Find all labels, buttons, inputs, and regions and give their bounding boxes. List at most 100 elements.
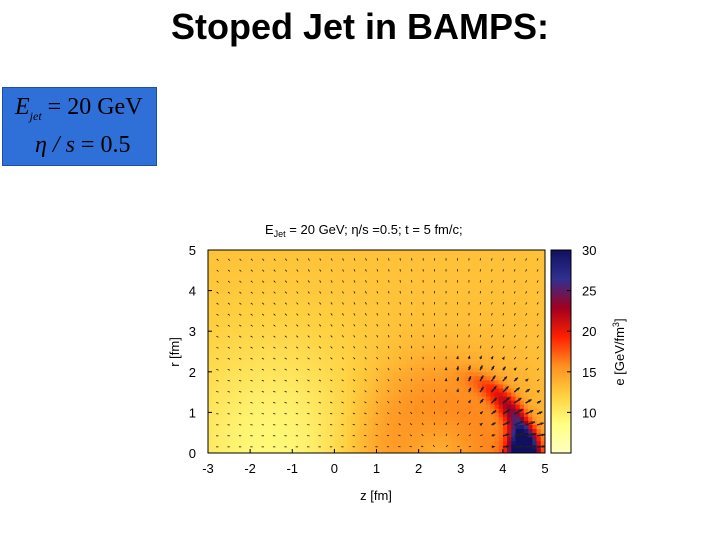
heatmap-cell xyxy=(431,383,436,389)
heatmap-cell xyxy=(372,420,377,425)
heatmap-cell xyxy=(469,294,474,300)
heatmap-cell xyxy=(363,250,369,255)
heatmap-cell xyxy=(477,298,483,304)
heatmap-cell xyxy=(347,310,352,316)
heatmap-cell xyxy=(507,383,512,389)
heatmap-cell xyxy=(233,266,238,271)
heatmap-cell xyxy=(224,424,230,430)
heatmap-cell xyxy=(502,327,508,332)
heatmap-cell xyxy=(511,420,516,425)
heatmap-cell xyxy=(245,396,251,401)
heatmap-cell xyxy=(405,412,411,417)
velocity-arrow xyxy=(307,390,310,393)
heatmap-cell xyxy=(313,302,318,308)
heatmap-cell xyxy=(427,392,432,397)
velocity-arrow xyxy=(409,446,412,448)
heatmap-cell xyxy=(220,258,226,263)
heatmap-cell xyxy=(443,270,449,275)
heatmap-cell xyxy=(262,262,268,267)
heatmap-cell xyxy=(376,396,382,401)
heatmap-cell xyxy=(532,250,537,255)
velocity-arrow xyxy=(273,269,276,272)
heatmap-cell xyxy=(414,266,420,271)
heatmap-cell xyxy=(347,314,352,320)
heatmap-cell xyxy=(220,323,226,328)
heatmap-cell xyxy=(427,355,432,361)
heatmap-cell xyxy=(481,286,487,291)
heatmap-cell xyxy=(313,363,318,369)
heatmap-cell xyxy=(304,278,310,283)
heatmap-cell xyxy=(334,359,339,365)
heatmap-cell xyxy=(532,408,537,413)
heatmap-cell xyxy=(498,278,504,283)
velocity-arrow xyxy=(216,368,219,371)
heatmap-cell xyxy=(224,400,230,405)
velocity-arrow xyxy=(468,446,472,448)
heatmap-cell xyxy=(296,383,302,389)
heatmap-cell xyxy=(397,396,403,401)
heatmap-cell xyxy=(376,408,382,413)
heatmap-cell xyxy=(380,375,386,381)
heatmap-cell xyxy=(507,448,512,454)
heatmap-cell xyxy=(220,420,226,425)
heatmap-cell xyxy=(498,319,504,324)
velocity-arrow xyxy=(239,280,242,283)
heatmap-cell xyxy=(317,420,323,425)
heatmap-cell xyxy=(397,424,403,430)
heatmap-cell xyxy=(414,250,420,255)
heatmap-cell xyxy=(258,290,264,296)
heatmap-cell xyxy=(536,250,542,255)
heatmap-cell xyxy=(254,335,259,340)
heatmap-cell xyxy=(389,400,394,405)
velocity-arrow xyxy=(364,379,367,382)
heatmap-cell xyxy=(422,327,428,332)
heatmap-cell xyxy=(250,347,255,352)
heatmap-cell xyxy=(212,375,217,381)
heatmap-cell xyxy=(422,351,428,356)
heatmap-cell xyxy=(212,319,217,324)
heatmap-cell xyxy=(431,408,436,413)
heatmap-cell xyxy=(401,319,407,324)
heatmap-cell xyxy=(363,306,369,312)
heatmap-cell xyxy=(389,310,394,316)
heatmap-cell xyxy=(519,274,525,279)
velocity-arrow xyxy=(479,334,482,338)
heatmap-cell xyxy=(515,314,521,320)
heatmap-cell xyxy=(498,428,504,434)
heatmap-cell xyxy=(410,392,415,397)
heatmap-cell xyxy=(397,392,403,397)
heatmap-cell xyxy=(300,359,306,365)
heatmap-cell xyxy=(473,310,478,316)
heatmap-cell xyxy=(384,314,390,320)
heatmap-cell xyxy=(262,290,268,296)
heatmap-cell xyxy=(486,404,491,409)
heatmap-cell xyxy=(283,319,289,324)
heatmap-cell xyxy=(519,282,525,287)
heatmap-cell xyxy=(452,347,457,352)
velocity-arrow xyxy=(491,291,493,294)
heatmap-cell xyxy=(330,323,335,328)
heatmap-cell xyxy=(397,286,403,291)
heatmap-cell xyxy=(456,339,462,344)
velocity-arrowhead xyxy=(538,411,543,415)
heatmap-cell xyxy=(481,420,487,425)
heatmap-cell xyxy=(279,339,285,344)
heatmap-cell xyxy=(410,262,415,267)
heatmap-cell xyxy=(250,339,255,344)
heatmap-cell xyxy=(511,286,516,291)
heatmap-cell xyxy=(275,278,281,283)
heatmap-cell xyxy=(511,274,516,279)
heatmap-cell xyxy=(532,298,537,304)
heatmap-cell xyxy=(490,396,495,401)
heatmap-cell xyxy=(410,290,415,296)
heatmap-cell xyxy=(456,379,462,385)
heatmap-cell xyxy=(460,250,466,255)
heatmap-cell xyxy=(292,298,297,304)
heatmap-cell xyxy=(359,254,365,259)
heatmap-cell xyxy=(355,408,361,413)
velocity-arrow xyxy=(307,357,310,360)
heatmap-cell xyxy=(283,274,289,279)
colorbar-tick-label: 15 xyxy=(582,365,596,380)
velocity-arrow xyxy=(239,291,242,294)
heatmap-cell xyxy=(233,282,238,287)
